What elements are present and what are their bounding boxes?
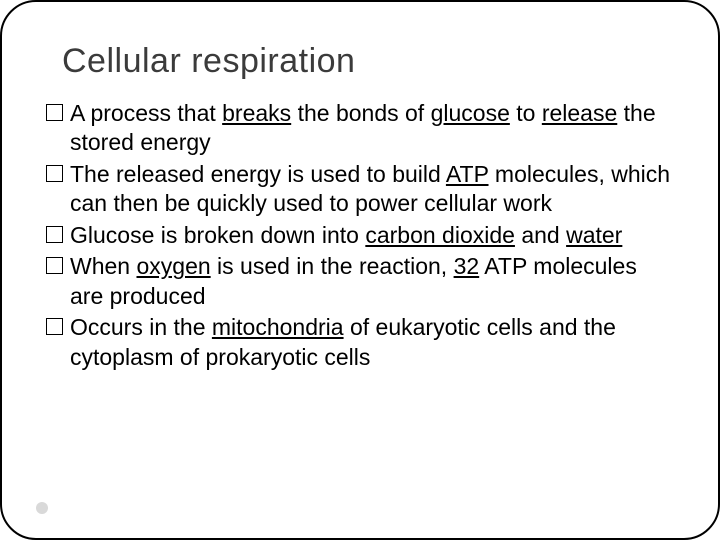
bullet-text-segment: Occurs in the: [70, 314, 212, 340]
bullet-text-segment: release: [542, 100, 617, 126]
bullet-text-segment: ATP: [446, 161, 489, 187]
bullet-item: When oxygen is used in the reaction, 32 …: [46, 252, 674, 311]
bullet-list: A process that breaks the bonds of gluco…: [46, 99, 674, 372]
bullet-text-segment: carbon dioxide: [365, 222, 515, 248]
bullet-text-segment: is used in the reaction,: [211, 253, 454, 279]
bullet-text-segment: The released energy is used to build: [70, 161, 446, 187]
bullet-text-segment: oxygen: [136, 253, 210, 279]
bullet-item: A process that breaks the bonds of gluco…: [46, 99, 674, 158]
bullet-text-segment: the bonds of: [291, 100, 430, 126]
bullet-text-segment: 32: [454, 253, 480, 279]
bullet-text-segment: When: [70, 253, 136, 279]
slide-frame: Cellular respiration A process that brea…: [0, 0, 720, 540]
bullet-text-segment: glucose: [431, 100, 510, 126]
slide-title: Cellular respiration: [62, 42, 674, 81]
bullet-text-segment: mitochondria: [212, 314, 344, 340]
bullet-item: Occurs in the mitochondria of eukaryotic…: [46, 313, 674, 372]
bullet-item: The released energy is used to build ATP…: [46, 160, 674, 219]
bullet-text-segment: Glucose is broken down into: [70, 222, 365, 248]
bullet-text-segment: A process that: [70, 100, 222, 126]
footer-dot-icon: [36, 502, 48, 514]
bullet-text-segment: to: [510, 100, 542, 126]
bullet-text-segment: and: [515, 222, 566, 248]
bullet-item: Glucose is broken down into carbon dioxi…: [46, 221, 674, 250]
bullet-text-segment: breaks: [222, 100, 291, 126]
bullet-text-segment: water: [566, 222, 622, 248]
